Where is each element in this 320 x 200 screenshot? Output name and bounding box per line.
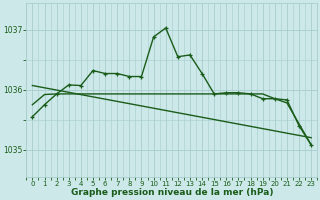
X-axis label: Graphe pression niveau de la mer (hPa): Graphe pression niveau de la mer (hPa) — [70, 188, 273, 197]
